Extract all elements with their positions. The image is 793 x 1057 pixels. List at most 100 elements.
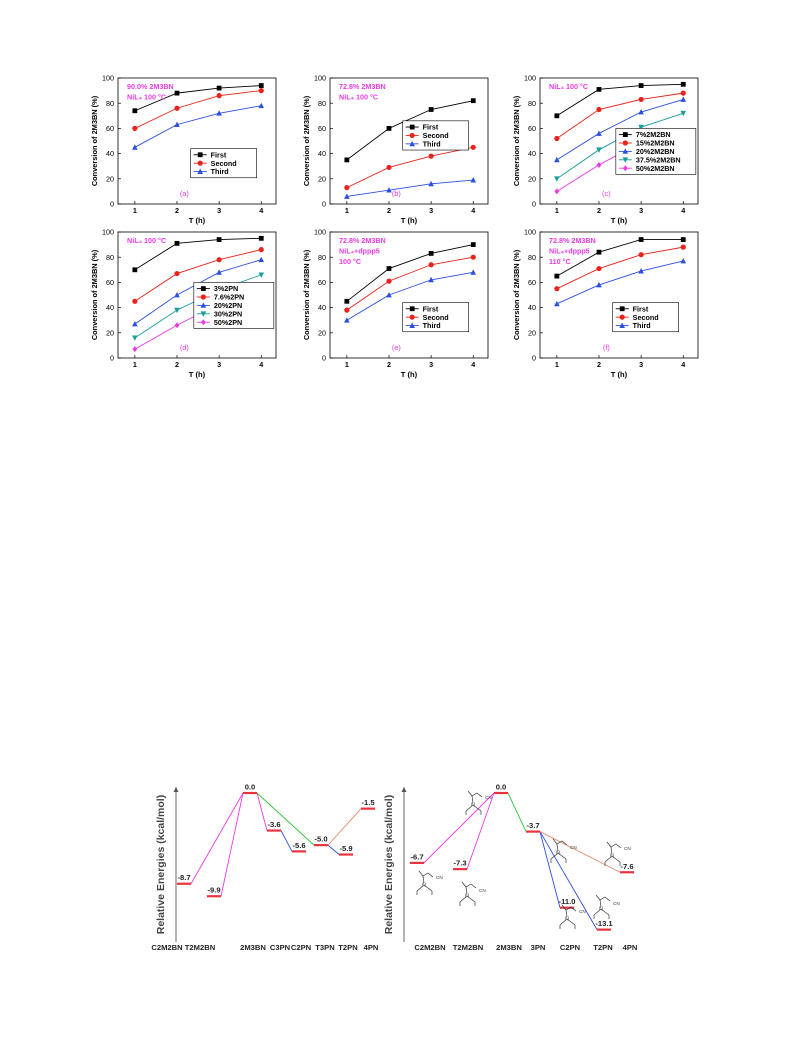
molecule-structure-icon: N CN [465, 790, 492, 815]
molecule-bond [604, 855, 613, 863]
data-point [386, 292, 392, 298]
data-point [344, 157, 350, 163]
condition-annotation: NiL₄ 100 °C [549, 82, 588, 91]
data-point [554, 300, 560, 307]
energy-value-label: -7.6 [620, 862, 633, 871]
y-tick-label: 40 [106, 149, 114, 158]
condition-annotation: 72.8% 2M3BN [339, 82, 386, 91]
legend-marker [619, 306, 625, 312]
legend-marker [200, 319, 206, 326]
molecule-bond [466, 895, 476, 903]
species-label: 4PN [623, 943, 638, 952]
legend-marker [409, 124, 415, 130]
species-label: C2PN [560, 943, 580, 952]
species-label: T2PN [593, 943, 612, 952]
data-point [174, 307, 180, 314]
plot-frame [117, 231, 277, 359]
molecule-atom: N [471, 803, 475, 809]
energy-diagrams: Relative Energies (kcal/mol) -8.7 -9.9 0.0 -… [151, 783, 637, 953]
molecule-chain [461, 881, 477, 889]
data-point [216, 237, 222, 242]
panel-5: 0 20 40 60 80 100 1 2 3 4 T (h) Conversion of 2M3BN… [302, 228, 489, 379]
energy-value-label: -3.6 [267, 820, 280, 829]
y-tick-label: 100 [102, 228, 114, 237]
x-tick-label: 4 [681, 206, 685, 215]
data-point [470, 254, 476, 260]
y-tick-label: 60 [106, 124, 114, 133]
molecule-structure-icon: N CN [416, 870, 443, 895]
data-point [216, 85, 222, 91]
data-point [680, 81, 686, 87]
molecule-structure-icon: N CN [604, 841, 631, 866]
condition-annotation: 90.0% 2M3BN [127, 82, 174, 91]
data-point [344, 185, 350, 191]
y-tick-label: 100 [102, 74, 114, 83]
data-point [554, 113, 560, 119]
data-point [174, 292, 180, 298]
data-point [680, 96, 687, 102]
molecule-structure-icon: N CN [550, 838, 577, 863]
data-point [428, 153, 434, 159]
series-line [556, 83, 684, 117]
y-tick-label: 100 [314, 74, 326, 83]
y-tick-label: 60 [106, 278, 114, 287]
legend-label: 20%2M2BN [636, 147, 675, 156]
species-label: C3PN [270, 943, 290, 952]
condition-annotation: NiL₄ 100 °C [339, 93, 378, 102]
y-tick-label: 100 [524, 228, 536, 237]
y-axis-label: Conversion of 2M3BN (%) [512, 95, 521, 186]
x-axis-label: T (h) [401, 370, 418, 379]
data-point [132, 125, 138, 131]
data-point [680, 257, 687, 264]
series-20%2M2BN [554, 96, 687, 163]
data-point [428, 276, 434, 283]
y-tick-label: 80 [106, 99, 114, 108]
data-point [132, 335, 138, 341]
molecule-group: CN [624, 846, 631, 851]
legend-label: Third [211, 167, 229, 176]
data-point [216, 110, 222, 116]
pathway-line [423, 792, 495, 864]
legend-marker [197, 152, 203, 158]
data-point [596, 106, 602, 113]
plot-frame [329, 231, 489, 359]
y-tick-label: 60 [318, 124, 326, 133]
series-Third [344, 177, 477, 199]
legend-label: Second [423, 313, 449, 322]
energy-value-label: -3.7 [526, 821, 539, 830]
series-line [134, 85, 262, 112]
legend-marker [622, 148, 629, 154]
data-point [680, 237, 686, 242]
y-tick-label: 0 [322, 200, 326, 209]
x-tick-label: 4 [471, 206, 475, 215]
panel-label: (f) [603, 343, 610, 352]
y-tick-label: 60 [528, 124, 536, 133]
data-point [596, 281, 602, 288]
energy-value-label: 0.0 [496, 783, 507, 792]
series-7.6%2PN [132, 247, 264, 304]
molecule-chain [552, 838, 568, 846]
series-Second [344, 144, 476, 191]
x-tick-label: 1 [345, 360, 349, 369]
data-point [386, 164, 392, 171]
pathway-line [466, 792, 495, 870]
series-line [556, 98, 684, 161]
molecule-group: CN [579, 909, 586, 914]
pathway-line [539, 831, 598, 930]
data-point [470, 177, 477, 183]
molecule-bond [557, 852, 567, 860]
species-label: 3PN [531, 943, 546, 952]
molecule-chain [606, 841, 622, 849]
data-point [596, 249, 602, 255]
legend-label: 7%2M2BN [636, 130, 671, 139]
panel-2: 0 20 40 60 80 100 1 2 3 4 T (h) Conversion of 2M3BN… [302, 74, 489, 225]
series-Third [132, 102, 265, 150]
panel-6: 0 20 40 60 80 100 1 2 3 4 T (h) Conversion of 2M3BN… [512, 228, 699, 379]
x-tick-label: 2 [175, 360, 179, 369]
y-axis-label: Conversion of 2M3BN (%) [302, 249, 311, 340]
data-point [680, 90, 686, 96]
series-line [346, 256, 474, 311]
legend-marker [200, 311, 207, 317]
